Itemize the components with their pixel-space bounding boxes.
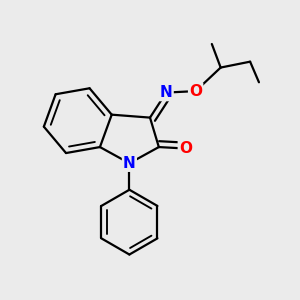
Text: N: N [123,156,136,171]
Text: N: N [160,85,172,100]
Text: O: O [189,84,202,99]
Text: O: O [179,141,192,156]
